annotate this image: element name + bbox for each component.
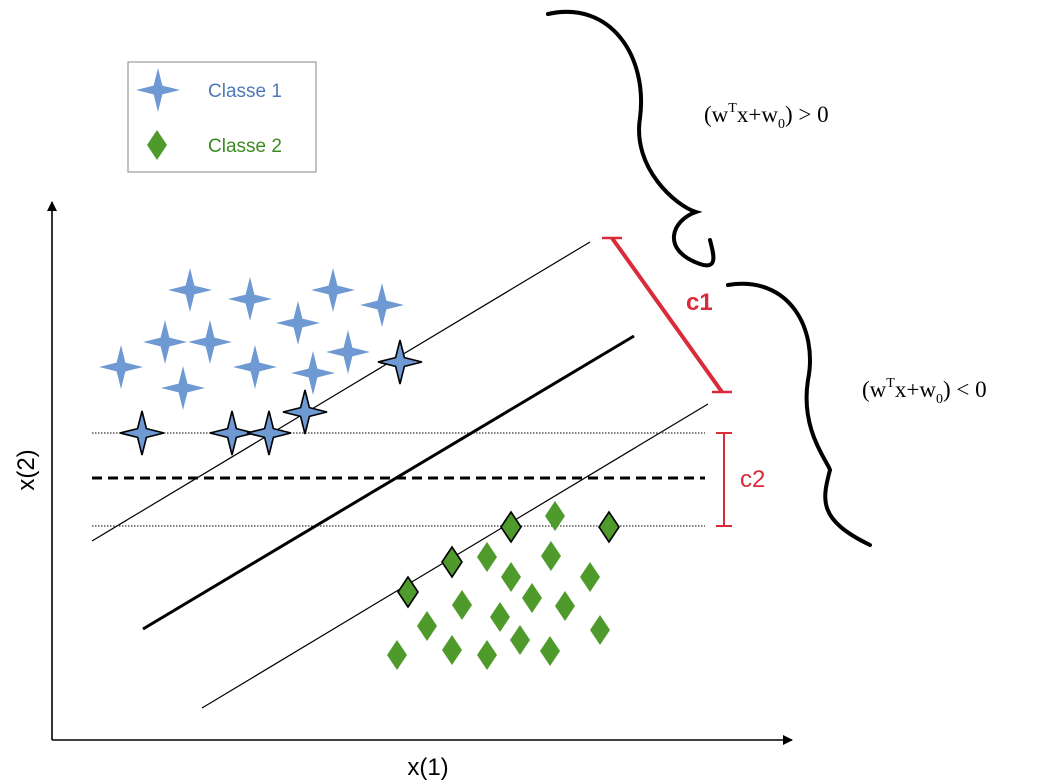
class2-point (510, 625, 530, 655)
positive-region-brace (546, 10, 716, 268)
class1-point (188, 320, 232, 364)
formula-sub: 0 (936, 392, 943, 407)
class1-point (311, 268, 355, 312)
class2-point (477, 542, 497, 572)
legend-star-icon (136, 68, 180, 112)
class1-point (233, 345, 277, 389)
class1-point (161, 366, 205, 410)
class1-point (99, 345, 143, 389)
legend: Classe 1 Classe 2 (127, 61, 317, 173)
legend-diamond-marker (147, 130, 167, 160)
class2-point (501, 562, 521, 592)
class1-point (228, 277, 272, 321)
class2-support-vector (598, 510, 620, 544)
formula-sup: T (728, 101, 737, 116)
separation-lines (91, 241, 709, 709)
class1-points (99, 268, 423, 456)
class2-point (452, 590, 472, 620)
formula-sub: 0 (778, 117, 785, 132)
class2-point (522, 583, 542, 613)
class2-point (590, 615, 610, 645)
formula-close: ) < 0 (943, 377, 987, 402)
formula-close: ) > 0 (785, 102, 829, 127)
class2-point (387, 640, 407, 670)
class2-support-vector (500, 510, 522, 544)
class2-point (540, 636, 560, 666)
formula-mid: x+w (737, 102, 778, 127)
class2-point (541, 541, 561, 571)
class1-support-vector (119, 410, 165, 456)
c2-indicator: c2 (716, 432, 765, 527)
class1-point (326, 330, 370, 374)
legend-label-class2: Classe 2 (208, 136, 282, 157)
negative-region-brace (726, 281, 872, 547)
upper-margin-line (91, 241, 591, 542)
class1-point (360, 283, 404, 327)
x-axis-label: x(1) (407, 754, 448, 781)
class1-support-vector (246, 410, 292, 456)
c1-indicator: c1 (602, 236, 732, 394)
y-axis-label: x(2) (13, 449, 40, 490)
class1-point (168, 268, 212, 312)
class1-point (276, 301, 320, 345)
class2-point (490, 602, 510, 632)
class1-support-vector (209, 410, 255, 456)
class2-point (555, 591, 575, 621)
formula-open: (w (704, 102, 729, 127)
legend-star-marker (136, 68, 180, 112)
class2-point (442, 635, 462, 665)
c1-bracket (610, 236, 724, 394)
legend-label-class1: Classe 1 (208, 81, 282, 102)
class2-support-vector (441, 545, 463, 579)
class1-support-vector (282, 389, 328, 435)
class1-support-vector (377, 339, 423, 385)
class2-point (417, 611, 437, 641)
class2-support-vector (397, 575, 419, 609)
decision-boundary (142, 334, 635, 631)
formula-sup: T (886, 376, 895, 391)
class1-point (143, 320, 187, 364)
c1-label: c1 (686, 289, 713, 316)
class2-point (580, 562, 600, 592)
c2-label: c2 (740, 466, 765, 493)
legend-diamond-icon (147, 130, 167, 160)
positive-region-formula: (wTx+w0) > 0 (704, 101, 829, 132)
formula-mid: x+w (895, 377, 936, 402)
class2-point (545, 501, 565, 531)
class2-points (387, 501, 620, 670)
negative-region-formula: (wTx+w0) < 0 (862, 376, 987, 407)
class1-point (291, 351, 335, 395)
class2-point (477, 640, 497, 670)
axes: x(1) x(2) (13, 201, 793, 781)
formula-open: (w (862, 377, 887, 402)
